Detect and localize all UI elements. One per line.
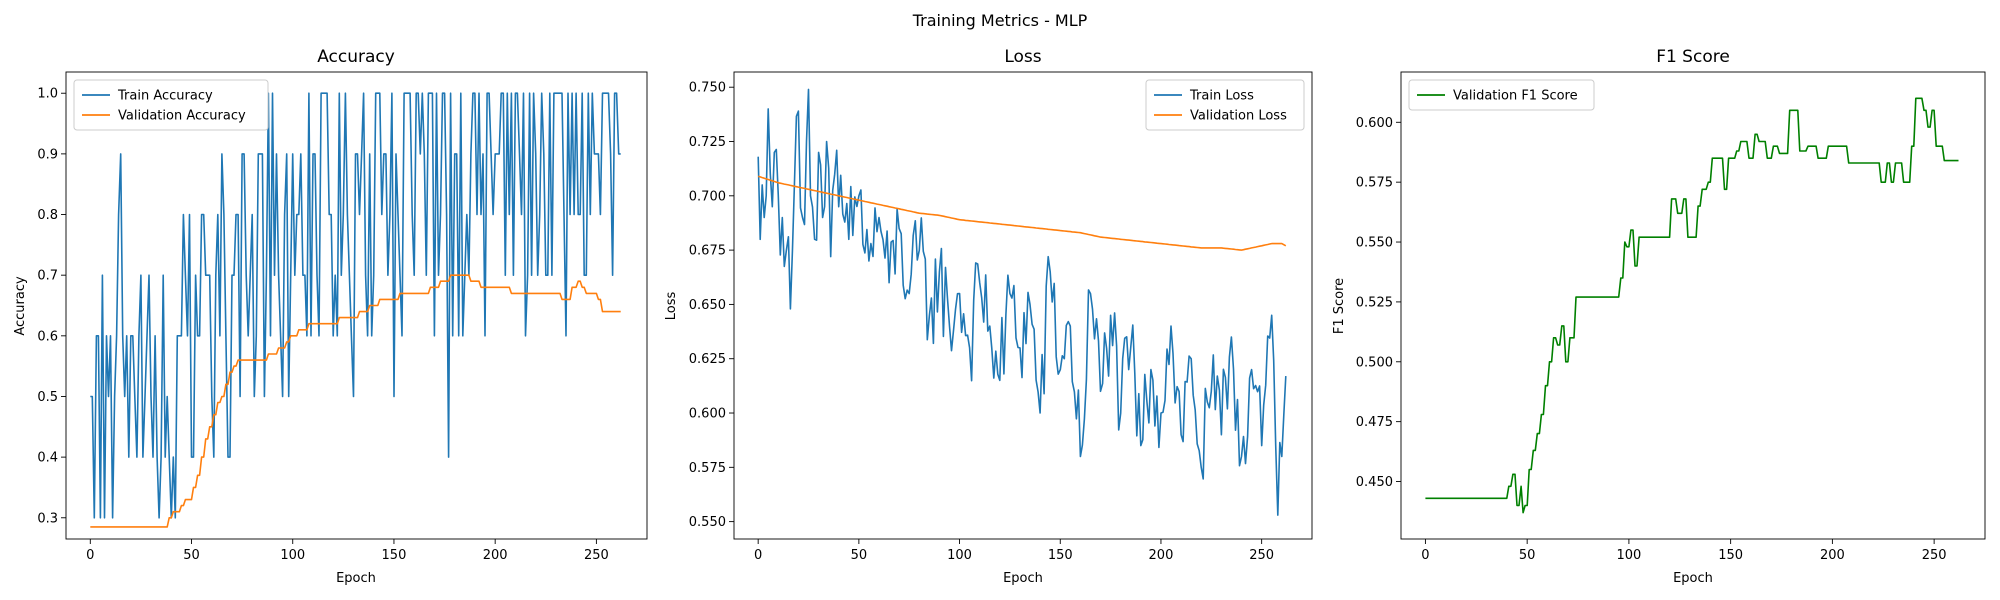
y-tick-label: 0.575 — [1356, 176, 1393, 191]
axes-frame — [1400, 71, 1986, 540]
legend-entry: Validation Accuracy — [118, 109, 246, 124]
y-tick-label: 0.750 — [689, 81, 726, 96]
x-axis-label: Epoch — [1673, 571, 1713, 586]
y-tick-label: 0.525 — [1356, 295, 1393, 310]
x-axis-label: Epoch — [336, 571, 376, 586]
x-tick-label: 50 — [1519, 548, 1536, 563]
series-line-validation-accuracy — [90, 274, 621, 528]
x-tick-label: 150 — [1718, 548, 1743, 563]
legend-entry: Validation Loss — [1190, 109, 1287, 124]
y-axis-label: F1 Score — [1332, 278, 1347, 334]
loss-chart: Loss Epoch Loss 0 50 100 150 200 250 0.550 0.57… — [664, 47, 1313, 586]
axes-frame — [733, 71, 1313, 540]
y-tick-label: 0.625 — [689, 352, 726, 367]
suptitle: Training Metrics - MLP — [912, 11, 1088, 30]
legend-entry: Train Accuracy — [117, 89, 213, 104]
chart-title: Accuracy — [317, 47, 395, 67]
y-tick-label: 0.700 — [689, 189, 726, 204]
x-tick-label: 150 — [1048, 548, 1073, 563]
x-tick-label: 250 — [584, 548, 609, 563]
y-tick-label: 0.550 — [689, 515, 726, 530]
y-tick-label: 0.500 — [1356, 355, 1393, 370]
y-tick-label: 0.7 — [37, 269, 58, 284]
x-tick-label: 200 — [1149, 548, 1174, 563]
series-line-validation-f1-score — [1425, 97, 1959, 514]
x-tick-label: 100 — [1616, 548, 1641, 563]
x-tick-label: 50 — [183, 548, 200, 563]
y-tick-label: 0.575 — [689, 461, 726, 476]
y-tick-label: 0.675 — [689, 244, 726, 259]
y-tick-label: 0.450 — [1356, 475, 1393, 490]
x-tick-label: 0 — [754, 548, 762, 563]
y-tick-label: 0.5 — [37, 390, 58, 405]
y-tick-label: 0.650 — [689, 298, 726, 313]
y-axis-label: Loss — [664, 292, 679, 321]
x-tick-label: 100 — [947, 548, 972, 563]
x-tick-label: 250 — [1922, 548, 1947, 563]
y-tick-label: 0.4 — [37, 451, 58, 466]
accuracy-chart: Accuracy Epoch Accuracy 0 50 100 150 200 250 0… — [13, 47, 648, 586]
y-tick-label: 0.600 — [689, 407, 726, 422]
y-tick-label: 0.6 — [37, 329, 58, 344]
chart-title: Loss — [1004, 47, 1041, 67]
y-tick-label: 0.8 — [37, 208, 58, 223]
x-tick-label: 50 — [851, 548, 868, 563]
x-tick-label: 200 — [483, 548, 508, 563]
legend: Train Accuracy Validation Accuracy — [73, 79, 269, 131]
series-line-train-accuracy — [90, 92, 621, 519]
x-tick-label: 100 — [280, 548, 305, 563]
y-tick-label: 0.9 — [37, 147, 58, 162]
legend: Validation F1 Score — [1408, 79, 1595, 111]
y-tick-label: 0.475 — [1356, 415, 1393, 430]
y-tick-label: 0.3 — [37, 511, 58, 526]
x-tick-label: 0 — [86, 548, 94, 563]
y-tick-label: 0.725 — [689, 135, 726, 150]
legend: Train Loss Validation Loss — [1145, 79, 1305, 131]
x-tick-label: 200 — [1820, 548, 1845, 563]
y-tick-label: 0.600 — [1356, 116, 1393, 131]
axes-frame — [65, 71, 648, 540]
chart-title: F1 Score — [1656, 47, 1730, 67]
x-tick-label: 0 — [1421, 548, 1429, 563]
y-tick-label: 0.550 — [1356, 236, 1393, 251]
series-line-validation-loss — [757, 175, 1287, 251]
legend-entry: Validation F1 Score — [1453, 89, 1578, 104]
x-tick-label: 250 — [1249, 548, 1274, 563]
y-axis-label: Accuracy — [13, 276, 28, 336]
x-axis-label: Epoch — [1003, 571, 1043, 586]
y-tick-label: 1.0 — [37, 87, 58, 102]
legend-entry: Train Loss — [1189, 89, 1254, 104]
f1-score-chart: F1 Score Epoch F1 Score 0 50 100 150 200 250 0… — [1332, 47, 1986, 586]
x-tick-label: 150 — [382, 548, 407, 563]
series-line-train-loss — [757, 88, 1287, 516]
